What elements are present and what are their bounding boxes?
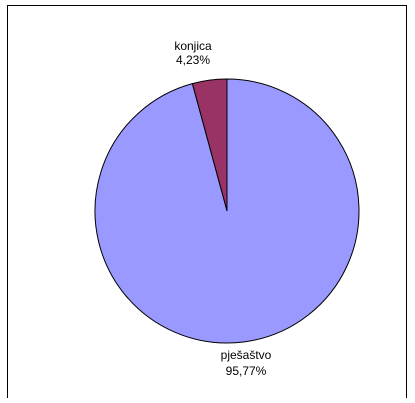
pie-slices	[94, 78, 360, 344]
slice-label-pjesastvo-value: 95,77%	[226, 364, 267, 378]
pie-labels: konjica 4,23% pješaštvo 95,77%	[174, 39, 271, 378]
pie-slice-pjesastvo	[94, 78, 360, 344]
slice-label-konjica-value: 4,23%	[176, 53, 210, 67]
slice-label-konjica-name: konjica	[174, 39, 212, 53]
slice-label-pjesastvo-name: pješaštvo	[221, 348, 272, 362]
